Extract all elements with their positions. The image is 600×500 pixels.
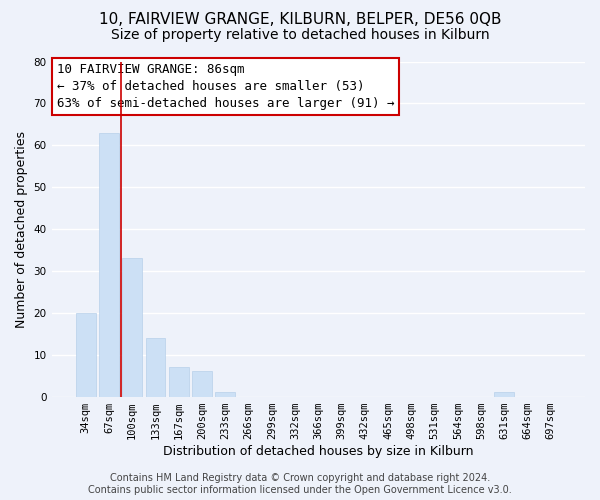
Text: 10, FAIRVIEW GRANGE, KILBURN, BELPER, DE56 0QB: 10, FAIRVIEW GRANGE, KILBURN, BELPER, DE… <box>99 12 501 28</box>
Bar <box>122 258 142 396</box>
Bar <box>146 338 166 396</box>
Text: 10 FAIRVIEW GRANGE: 86sqm
← 37% of detached houses are smaller (53)
63% of semi-: 10 FAIRVIEW GRANGE: 86sqm ← 37% of detac… <box>57 63 394 110</box>
Bar <box>99 132 119 396</box>
Text: Contains HM Land Registry data © Crown copyright and database right 2024.
Contai: Contains HM Land Registry data © Crown c… <box>88 474 512 495</box>
X-axis label: Distribution of detached houses by size in Kilburn: Distribution of detached houses by size … <box>163 444 473 458</box>
Text: Size of property relative to detached houses in Kilburn: Size of property relative to detached ho… <box>110 28 490 42</box>
Bar <box>76 313 95 396</box>
Bar <box>215 392 235 396</box>
Bar <box>169 368 188 396</box>
Bar <box>494 392 514 396</box>
Bar <box>192 372 212 396</box>
Y-axis label: Number of detached properties: Number of detached properties <box>15 130 28 328</box>
